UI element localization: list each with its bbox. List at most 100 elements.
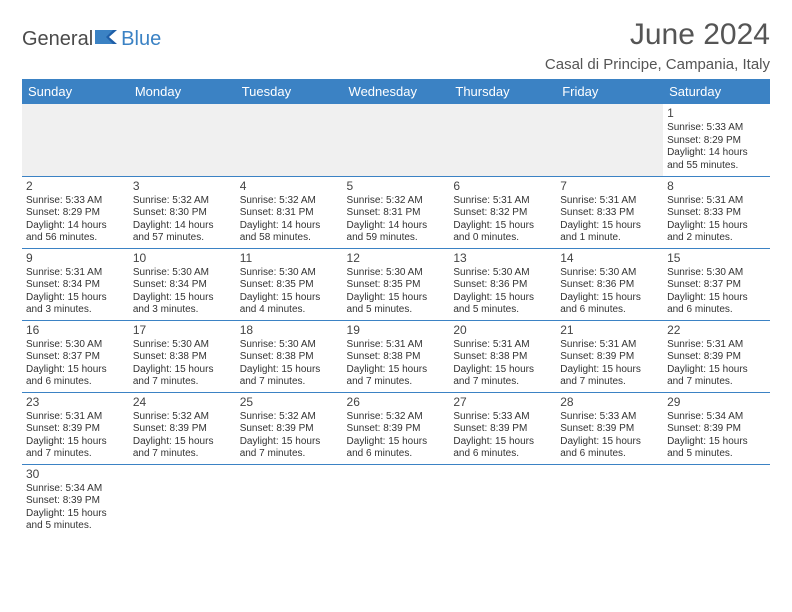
daylight-text: Daylight: 15 hours and 7 minutes. [240,436,339,461]
sunset-text: Sunset: 8:37 PM [667,279,766,292]
sunrise-text: Sunrise: 5:30 AM [347,267,446,280]
calendar-cell: 26Sunrise: 5:32 AMSunset: 8:39 PMDayligh… [343,392,450,464]
day-number: 13 [453,251,552,266]
calendar-cell [236,104,343,176]
calendar-cell: 15Sunrise: 5:30 AMSunset: 8:37 PMDayligh… [663,248,770,320]
sunrise-text: Sunrise: 5:30 AM [240,267,339,280]
daylight-text: Daylight: 15 hours and 5 minutes. [453,292,552,317]
calendar-week-row: 23Sunrise: 5:31 AMSunset: 8:39 PMDayligh… [22,392,770,464]
sunset-text: Sunset: 8:35 PM [347,279,446,292]
day-number: 12 [347,251,446,266]
day-header: Saturday [663,79,770,104]
month-title: June 2024 [545,18,770,52]
calendar-cell: 23Sunrise: 5:31 AMSunset: 8:39 PMDayligh… [22,392,129,464]
daylight-text: Daylight: 15 hours and 0 minutes. [453,220,552,245]
logo-text-blue: Blue [121,28,161,51]
daylight-text: Daylight: 15 hours and 7 minutes. [133,436,232,461]
sunset-text: Sunset: 8:31 PM [240,207,339,220]
calendar-cell [236,464,343,536]
day-number: 4 [240,179,339,194]
day-number: 29 [667,395,766,410]
calendar-cell: 5Sunrise: 5:32 AMSunset: 8:31 PMDaylight… [343,176,450,248]
sunrise-text: Sunrise: 5:31 AM [347,339,446,352]
sunset-text: Sunset: 8:39 PM [667,423,766,436]
sunrise-text: Sunrise: 5:31 AM [453,339,552,352]
calendar-cell: 11Sunrise: 5:30 AMSunset: 8:35 PMDayligh… [236,248,343,320]
calendar-cell: 18Sunrise: 5:30 AMSunset: 8:38 PMDayligh… [236,320,343,392]
daylight-text: Daylight: 14 hours and 55 minutes. [667,147,766,172]
sunrise-text: Sunrise: 5:32 AM [133,195,232,208]
sunrise-text: Sunrise: 5:31 AM [667,195,766,208]
day-number: 11 [240,251,339,266]
day-number: 5 [347,179,446,194]
day-number: 14 [560,251,659,266]
daylight-text: Daylight: 15 hours and 6 minutes. [560,436,659,461]
sunset-text: Sunset: 8:29 PM [667,135,766,148]
day-number: 7 [560,179,659,194]
calendar-cell [663,464,770,536]
calendar-cell [449,104,556,176]
day-number: 10 [133,251,232,266]
daylight-text: Daylight: 15 hours and 5 minutes. [347,292,446,317]
day-number: 26 [347,395,446,410]
calendar-cell [449,464,556,536]
sunrise-text: Sunrise: 5:31 AM [26,411,125,424]
sunset-text: Sunset: 8:39 PM [347,423,446,436]
sunset-text: Sunset: 8:38 PM [453,351,552,364]
sunset-text: Sunset: 8:36 PM [453,279,552,292]
day-number: 28 [560,395,659,410]
sunset-text: Sunset: 8:34 PM [133,279,232,292]
calendar-cell: 2Sunrise: 5:33 AMSunset: 8:29 PMDaylight… [22,176,129,248]
calendar-cell: 6Sunrise: 5:31 AMSunset: 8:32 PMDaylight… [449,176,556,248]
daylight-text: Daylight: 15 hours and 3 minutes. [26,292,125,317]
sunset-text: Sunset: 8:39 PM [667,351,766,364]
calendar-cell: 24Sunrise: 5:32 AMSunset: 8:39 PMDayligh… [129,392,236,464]
calendar-week-row: 9Sunrise: 5:31 AMSunset: 8:34 PMDaylight… [22,248,770,320]
sunrise-text: Sunrise: 5:32 AM [133,411,232,424]
day-number: 15 [667,251,766,266]
day-number: 21 [560,323,659,338]
day-number: 27 [453,395,552,410]
sunrise-text: Sunrise: 5:33 AM [667,122,766,135]
sunset-text: Sunset: 8:39 PM [453,423,552,436]
daylight-text: Daylight: 15 hours and 4 minutes. [240,292,339,317]
sunrise-text: Sunrise: 5:30 AM [26,339,125,352]
sunset-text: Sunset: 8:39 PM [240,423,339,436]
calendar-week-row: 2Sunrise: 5:33 AMSunset: 8:29 PMDaylight… [22,176,770,248]
sunset-text: Sunset: 8:39 PM [133,423,232,436]
calendar-cell: 27Sunrise: 5:33 AMSunset: 8:39 PMDayligh… [449,392,556,464]
sunset-text: Sunset: 8:34 PM [26,279,125,292]
day-number: 8 [667,179,766,194]
logo: General Blue [22,18,161,51]
sunset-text: Sunset: 8:39 PM [26,495,125,508]
day-number: 18 [240,323,339,338]
calendar-page: General Blue June 2024 Casal di Principe… [0,0,792,548]
calendar-cell: 13Sunrise: 5:30 AMSunset: 8:36 PMDayligh… [449,248,556,320]
calendar-cell: 29Sunrise: 5:34 AMSunset: 8:39 PMDayligh… [663,392,770,464]
day-number: 30 [26,467,125,482]
daylight-text: Daylight: 14 hours and 56 minutes. [26,220,125,245]
day-number: 19 [347,323,446,338]
calendar-cell: 16Sunrise: 5:30 AMSunset: 8:37 PMDayligh… [22,320,129,392]
sunset-text: Sunset: 8:31 PM [347,207,446,220]
calendar-table: SundayMondayTuesdayWednesdayThursdayFrid… [22,79,770,536]
day-number: 9 [26,251,125,266]
day-number: 22 [667,323,766,338]
sunset-text: Sunset: 8:39 PM [26,423,125,436]
calendar-header-row: SundayMondayTuesdayWednesdayThursdayFrid… [22,79,770,104]
calendar-cell: 21Sunrise: 5:31 AMSunset: 8:39 PMDayligh… [556,320,663,392]
calendar-week-row: 16Sunrise: 5:30 AMSunset: 8:37 PMDayligh… [22,320,770,392]
day-header: Sunday [22,79,129,104]
daylight-text: Daylight: 14 hours and 59 minutes. [347,220,446,245]
sunrise-text: Sunrise: 5:32 AM [240,411,339,424]
calendar-cell: 19Sunrise: 5:31 AMSunset: 8:38 PMDayligh… [343,320,450,392]
sunrise-text: Sunrise: 5:30 AM [133,339,232,352]
day-header: Wednesday [343,79,450,104]
day-number: 6 [453,179,552,194]
calendar-cell [22,104,129,176]
daylight-text: Daylight: 15 hours and 3 minutes. [133,292,232,317]
day-number: 16 [26,323,125,338]
daylight-text: Daylight: 15 hours and 5 minutes. [667,436,766,461]
sunset-text: Sunset: 8:29 PM [26,207,125,220]
day-number: 3 [133,179,232,194]
